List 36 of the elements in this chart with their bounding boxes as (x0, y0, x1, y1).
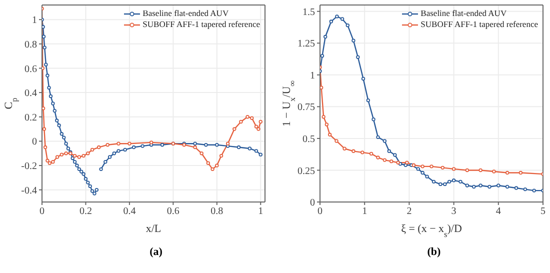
y-tick-label: 0.25 (298, 166, 315, 177)
x-tick-label: 0.4 (123, 206, 136, 218)
line-series (320, 14, 543, 192)
y-tick-label: 1 (32, 15, 37, 26)
x-axis-title: ξ = (x − x$_{s}$)/D (401, 223, 462, 238)
y-tick-label: -0.4 (21, 185, 37, 196)
legend-label: Baseline flat-ended AUV (142, 8, 229, 19)
y-tick-label: 0 (310, 198, 315, 209)
x-axis-title: x/L (146, 223, 162, 235)
y-tick-label: -0.2 (21, 161, 37, 172)
x-tick-label: 4 (496, 206, 501, 218)
text: (a) (148, 246, 164, 258)
x-tick-label: 0 (318, 206, 322, 218)
y-tick-label: 1 (310, 70, 315, 82)
x-tick-label: 0 (40, 206, 44, 218)
x-tick-label: 0.6 (166, 206, 180, 218)
y-tick-label: 0.2 (24, 112, 37, 124)
y-tick-label: 1.5 (302, 6, 315, 18)
x-tick-label: 1 (258, 206, 264, 218)
x-tick-label: 5 (540, 206, 546, 218)
legend-label: Baseline flat-ended AUV (420, 8, 507, 19)
y-tick-label: 0.8 (24, 39, 37, 50)
legend-label: SUBOFF AFF-1 tapered reference (142, 19, 260, 30)
x-tick-label: 1 (362, 206, 368, 218)
y-tick-label: 0 (32, 136, 37, 148)
y-tick-label: 0.4 (24, 88, 37, 100)
x-tick-label: 2 (406, 206, 412, 218)
text: (b) (426, 246, 442, 258)
x-tick-label: 0.2 (79, 206, 92, 218)
y-tick-label: 1.25 (298, 38, 315, 50)
x-tick-label: 3 (451, 206, 456, 218)
legend-label: SUBOFF AFF-1 tapered reference (420, 19, 538, 30)
y-tick-label: 0.75 (298, 102, 315, 114)
x-tick-label: 0.8 (210, 206, 224, 218)
y-tick-label: 0.6 (24, 64, 37, 75)
y-tick-label: 0.5 (302, 134, 315, 145)
